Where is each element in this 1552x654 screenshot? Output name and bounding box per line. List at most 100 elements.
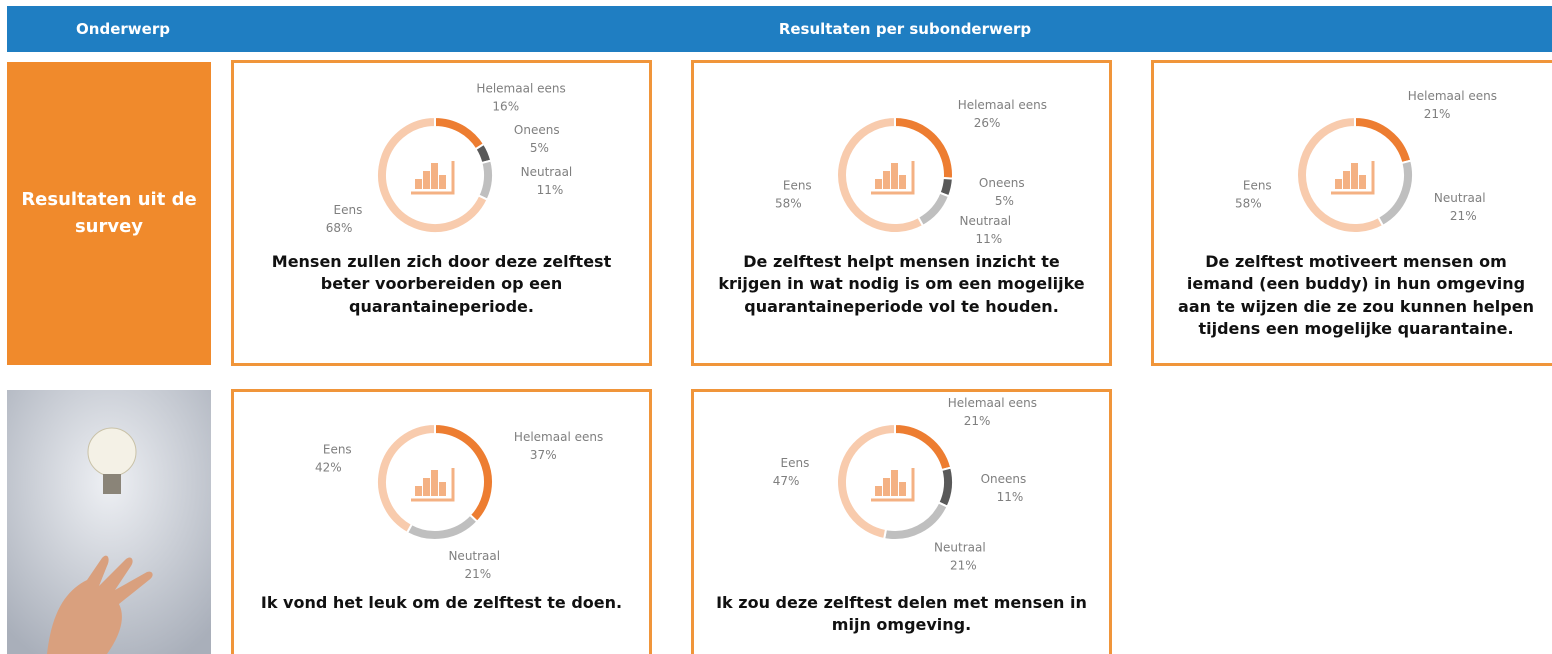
icon-bar xyxy=(415,486,422,496)
label-value: 21% xyxy=(1450,209,1477,223)
donut-segment xyxy=(836,115,925,234)
icon-bar xyxy=(899,175,906,189)
label-value: 37% xyxy=(530,448,557,462)
label-value: 21% xyxy=(1424,107,1451,121)
icon-bar xyxy=(439,482,446,496)
label-value: 26% xyxy=(974,116,1001,130)
label-value: 21% xyxy=(950,559,977,573)
chart-icon xyxy=(411,468,455,502)
label-value: 47% xyxy=(773,474,800,488)
label-value: 11% xyxy=(537,183,564,197)
label-category: Helemaal eens xyxy=(958,98,1047,112)
result-card: Helemaal eens 37% Neutraal 21% Eens 42% Ik von… xyxy=(231,389,652,654)
icon-bar xyxy=(439,175,446,189)
label-value: 16% xyxy=(492,100,519,114)
label-category: Oneens xyxy=(979,176,1025,190)
donut-chart: Helemaal eens 26% Oneens 5% Neutraal 11% Eens 5… xyxy=(775,98,1047,246)
icon-bar xyxy=(431,470,438,496)
donut-chart: Helemaal eens 21% Neutraal 21% Eens 58% xyxy=(1235,89,1497,234)
label-category: Eens xyxy=(783,178,812,192)
donut-segment xyxy=(1296,115,1385,234)
icon-bar xyxy=(1351,163,1358,189)
icon-bar xyxy=(1335,179,1342,189)
donut-segment xyxy=(376,115,489,234)
card-caption: Ik zou deze zelftest delen met mensen in… xyxy=(716,593,1087,635)
label-value: 21% xyxy=(464,567,491,581)
donut-segment xyxy=(477,159,494,202)
donut-chart: Helemaal eens 16% Oneens 5% Neutraal 11% Eens 6… xyxy=(326,82,573,235)
donut-segment xyxy=(894,115,954,180)
icon-bar xyxy=(891,470,898,496)
side-label: Resultaten uit de survey xyxy=(7,62,211,365)
donut-segment xyxy=(434,115,486,151)
icon-bar xyxy=(423,478,430,496)
label-category: Neutraal xyxy=(1434,191,1486,205)
label-value: 42% xyxy=(315,461,342,475)
label-category: Eens xyxy=(1243,178,1272,192)
donut-segment xyxy=(405,513,479,541)
label-value: 11% xyxy=(976,232,1003,246)
icon-bar xyxy=(415,179,422,189)
label-category: Neutraal xyxy=(448,549,500,563)
label-category: Helemaal eens xyxy=(476,82,565,96)
header-bar: Onderwerp Resultaten per subonderwerp xyxy=(7,6,1552,52)
icon-bar xyxy=(883,171,890,189)
icon-axis xyxy=(871,468,915,502)
icon-bar xyxy=(875,486,882,496)
label-value: 11% xyxy=(997,490,1024,504)
label-category: Eens xyxy=(323,443,352,457)
icon-bar xyxy=(431,163,438,189)
chart-icon xyxy=(871,161,915,195)
card-caption: Ik vond het leuk om de zelftest te doen. xyxy=(260,593,623,612)
label-category: Eens xyxy=(334,203,363,217)
icon-bar xyxy=(423,171,430,189)
chart-icon xyxy=(411,161,455,195)
label-value: 21% xyxy=(964,414,991,428)
label-category: Helemaal eens xyxy=(948,396,1037,410)
donut-segment xyxy=(1376,159,1414,228)
lightbulb-photo xyxy=(7,390,211,654)
donut-segment xyxy=(1354,115,1413,165)
icon-axis xyxy=(411,161,455,195)
icon-bar xyxy=(1343,171,1350,189)
donut-segment xyxy=(937,466,954,509)
label-value: 5% xyxy=(530,141,549,155)
icon-axis xyxy=(411,468,455,502)
donut-segment xyxy=(882,501,949,541)
label-category: Neutraal xyxy=(960,214,1012,228)
result-card: Helemaal eens 21% Oneens 11% Neutraal 21% Eens… xyxy=(691,389,1112,654)
result-card: Helemaal eens 21% Neutraal 21% Eens 58% De zel… xyxy=(1151,60,1552,366)
header-right: Resultaten per subonderwerp xyxy=(778,20,1032,38)
icon-bar xyxy=(1359,175,1366,189)
donut-segment xyxy=(836,422,896,541)
header-left: Onderwerp xyxy=(76,20,170,38)
label-category: Oneens xyxy=(514,123,560,137)
icon-bar xyxy=(899,482,906,496)
icon-bar xyxy=(883,478,890,496)
card-caption: Mensen zullen zich door deze zelftest be… xyxy=(271,252,612,316)
donut-segment xyxy=(894,422,953,472)
label-category: Helemaal eens xyxy=(1408,89,1497,103)
label-value: 58% xyxy=(1235,196,1262,210)
result-card: Helemaal eens 16% Oneens 5% Neutraal 11% Eens 6… xyxy=(231,60,652,366)
donut-segment xyxy=(434,422,494,524)
card-caption: De zelftest helpt mensen inzicht te krij… xyxy=(718,252,1085,316)
chart-icon xyxy=(1331,161,1375,195)
donut-chart: Helemaal eens 21% Oneens 11% Neutraal 21% Eens… xyxy=(773,396,1037,573)
label-category: Neutraal xyxy=(934,541,986,555)
label-category: Helemaal eens xyxy=(514,430,603,444)
donut-segment xyxy=(916,191,951,228)
label-value: 5% xyxy=(995,194,1014,208)
label-category: Oneens xyxy=(981,472,1027,486)
icon-axis xyxy=(1331,161,1375,195)
label-category: Neutraal xyxy=(521,165,573,179)
label-value: 68% xyxy=(326,221,353,235)
icon-axis xyxy=(871,161,915,195)
card-caption: De zelftest motiveert mensen om iemand (… xyxy=(1178,252,1534,339)
icon-bar xyxy=(875,179,882,189)
chart-icon xyxy=(871,468,915,502)
label-value: 58% xyxy=(775,196,802,210)
donut-chart: Helemaal eens 37% Neutraal 21% Eens 42% xyxy=(315,422,603,581)
label-category: Eens xyxy=(781,456,810,470)
